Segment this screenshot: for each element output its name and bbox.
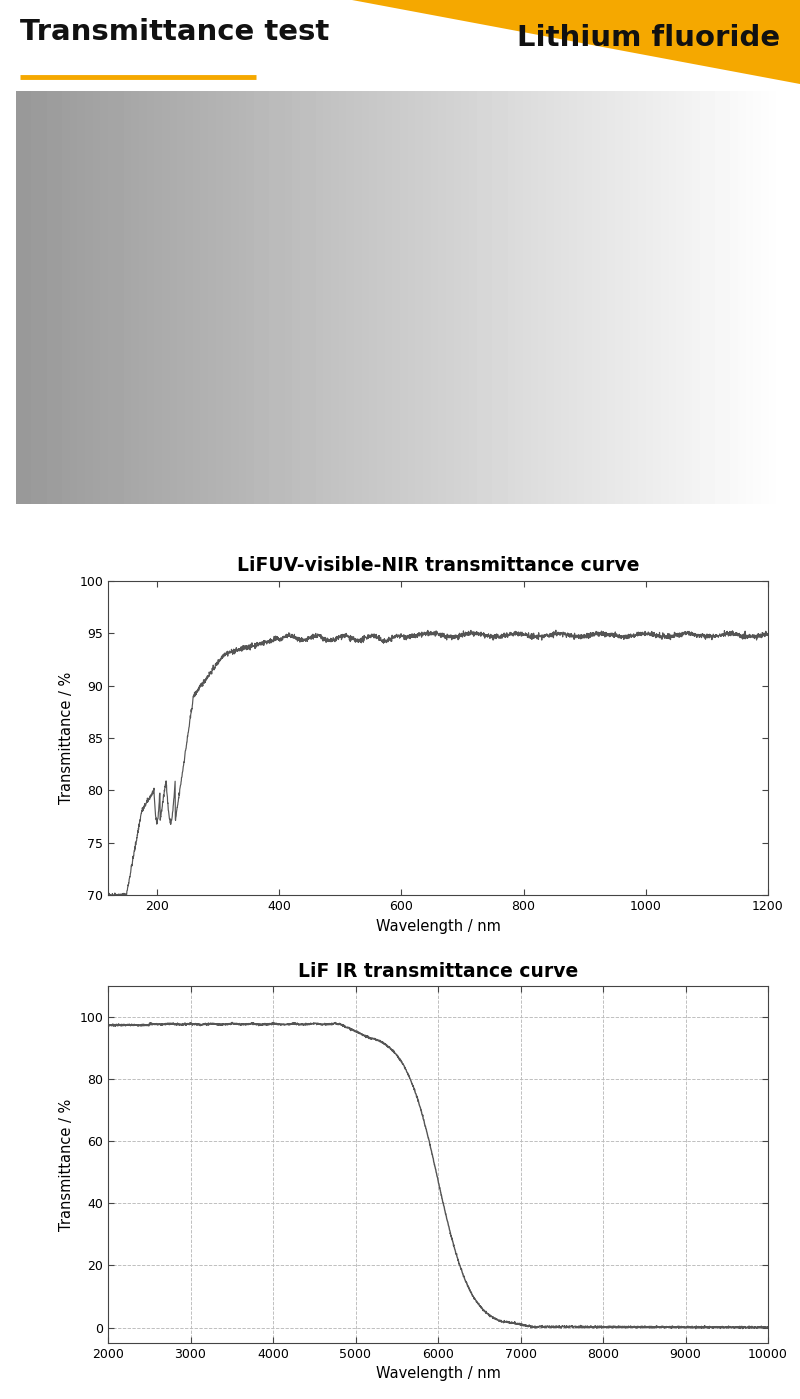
Y-axis label: Transmittance / %: Transmittance / % <box>58 672 74 804</box>
Y-axis label: Transmittance / %: Transmittance / % <box>58 1098 74 1231</box>
Text: Transmittance test: Transmittance test <box>20 18 330 46</box>
Title: LiFUV-visible-NIR transmittance curve: LiFUV-visible-NIR transmittance curve <box>237 555 639 575</box>
Text: Lithium fluoride: Lithium fluoride <box>517 24 780 52</box>
X-axis label: Wavelength / nm: Wavelength / nm <box>375 919 501 933</box>
X-axis label: Wavelength / nm: Wavelength / nm <box>375 1367 501 1381</box>
Polygon shape <box>352 0 800 84</box>
Title: LiF IR transmittance curve: LiF IR transmittance curve <box>298 961 578 981</box>
